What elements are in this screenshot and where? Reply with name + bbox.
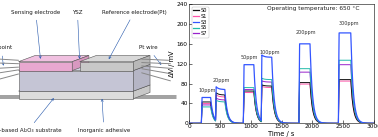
S5 bbox=[337, 59, 341, 61]
S5 bbox=[372, 122, 376, 124]
Text: YSZ: YSZ bbox=[72, 10, 83, 58]
S3 bbox=[300, 43, 305, 45]
Text: Operating temperature: 650 °C: Operating temperature: 650 °C bbox=[267, 6, 359, 12]
S1 bbox=[337, 80, 341, 82]
Polygon shape bbox=[72, 55, 89, 71]
Text: 100ppm: 100ppm bbox=[259, 50, 280, 55]
S1 bbox=[300, 83, 305, 85]
S7 bbox=[333, 122, 338, 124]
Polygon shape bbox=[19, 85, 150, 91]
Text: Pt-based Al₂O₃ substrate: Pt-based Al₂O₃ substrate bbox=[0, 99, 62, 133]
S5 bbox=[300, 68, 305, 69]
Polygon shape bbox=[133, 64, 150, 91]
Text: 50ppm: 50ppm bbox=[241, 55, 258, 60]
S0 bbox=[187, 122, 191, 124]
S3 bbox=[197, 122, 202, 124]
Polygon shape bbox=[80, 55, 150, 62]
X-axis label: Time / s: Time / s bbox=[268, 131, 295, 137]
S0 bbox=[236, 122, 241, 124]
S7 bbox=[197, 122, 202, 124]
Line: S7: S7 bbox=[189, 65, 374, 123]
Text: Pt wire: Pt wire bbox=[139, 45, 161, 64]
S0 bbox=[197, 122, 202, 124]
S7 bbox=[300, 71, 305, 73]
Polygon shape bbox=[133, 85, 150, 99]
S7 bbox=[187, 122, 191, 124]
Polygon shape bbox=[19, 55, 89, 62]
S0 bbox=[369, 122, 373, 124]
Text: 300ppm: 300ppm bbox=[338, 22, 359, 26]
S1 bbox=[236, 122, 241, 124]
Legend: S0, S1, S3, S5, S7: S0, S1, S3, S5, S7 bbox=[192, 7, 209, 38]
S1 bbox=[197, 122, 202, 124]
S3 bbox=[303, 43, 307, 45]
S7 bbox=[337, 64, 341, 65]
S5 bbox=[197, 122, 202, 124]
S0 bbox=[300, 82, 305, 83]
S7 bbox=[372, 122, 376, 124]
S1 bbox=[187, 122, 191, 124]
S1 bbox=[369, 122, 373, 124]
S3 bbox=[236, 122, 241, 124]
Polygon shape bbox=[19, 71, 133, 91]
S1 bbox=[333, 122, 338, 124]
S0 bbox=[303, 82, 307, 83]
S5 bbox=[333, 122, 338, 124]
S1 bbox=[303, 83, 307, 85]
S1 bbox=[372, 122, 376, 124]
S5 bbox=[303, 68, 307, 69]
Line: S3: S3 bbox=[189, 33, 374, 123]
S3 bbox=[337, 32, 341, 34]
Y-axis label: ΔV / mV: ΔV / mV bbox=[169, 50, 175, 77]
S3 bbox=[372, 122, 376, 124]
S3 bbox=[333, 122, 338, 124]
Text: Reference electrode(Pt): Reference electrode(Pt) bbox=[102, 10, 167, 59]
Polygon shape bbox=[133, 55, 150, 71]
S5 bbox=[236, 122, 241, 124]
S0 bbox=[333, 122, 338, 124]
S7 bbox=[303, 71, 307, 73]
Polygon shape bbox=[19, 64, 150, 71]
Text: Inorganic adhesive: Inorganic adhesive bbox=[78, 99, 130, 133]
S3 bbox=[187, 122, 191, 124]
Text: Sensing electrode: Sensing electrode bbox=[11, 10, 60, 58]
Line: S0: S0 bbox=[189, 80, 374, 123]
Line: S5: S5 bbox=[189, 60, 374, 123]
Polygon shape bbox=[19, 91, 133, 99]
S0 bbox=[372, 122, 376, 124]
S5 bbox=[187, 122, 191, 124]
Text: 20ppm: 20ppm bbox=[213, 78, 231, 83]
S7 bbox=[236, 122, 241, 124]
Text: Pt point: Pt point bbox=[0, 45, 12, 65]
Text: 200ppm: 200ppm bbox=[296, 30, 316, 35]
S5 bbox=[369, 122, 373, 124]
S3 bbox=[369, 122, 373, 124]
S0 bbox=[337, 79, 341, 80]
Polygon shape bbox=[80, 62, 133, 71]
Polygon shape bbox=[19, 62, 72, 71]
S7 bbox=[369, 122, 373, 124]
Line: S1: S1 bbox=[189, 81, 374, 123]
Text: 10ppm: 10ppm bbox=[198, 88, 216, 92]
